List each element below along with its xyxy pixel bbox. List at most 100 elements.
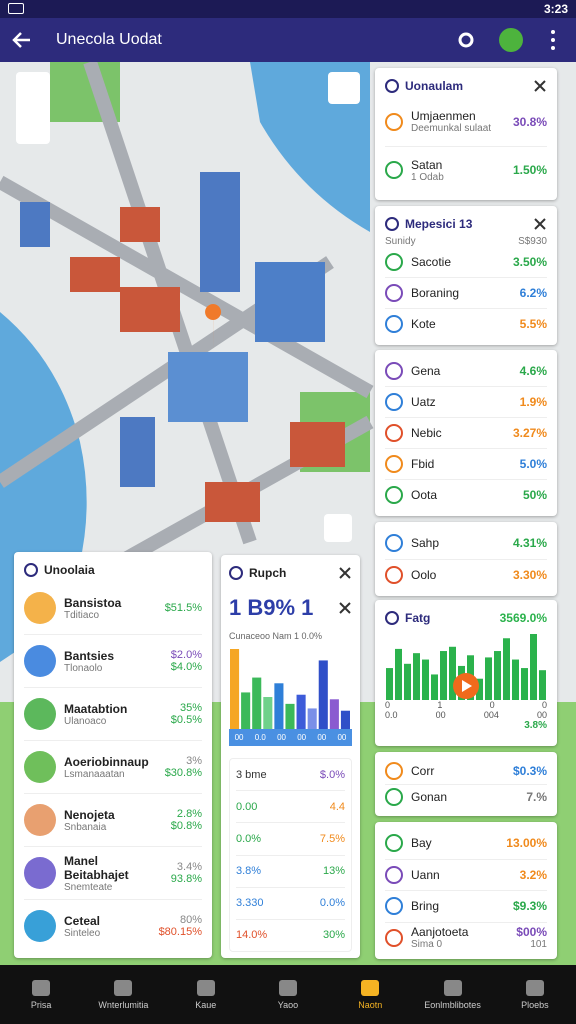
person-sub: Tditiaco [64, 609, 100, 621]
row-value: 6.2% [519, 286, 547, 300]
list-row[interactable]: Sacotie 3.50% [385, 247, 547, 277]
bar [386, 668, 393, 700]
row-text: Oota [411, 488, 515, 502]
person-row[interactable]: Bantsies Tlonaolo $2.0% $4.0% [24, 634, 202, 687]
row-value: 1.50% [512, 163, 547, 178]
bar [494, 651, 501, 700]
axis-label: 0 [489, 700, 495, 710]
axis-label: 00 [317, 733, 327, 742]
settings-button[interactable] [454, 28, 478, 52]
list-row[interactable]: Kote 5.5% [385, 308, 547, 339]
row-icon [385, 315, 403, 333]
person-text: Aoeriobinnaup Lsmanaaatan [64, 755, 157, 780]
list-row[interactable]: Boraning 6.2% [385, 277, 547, 308]
row-label: Umjaenmen [411, 109, 476, 124]
nav-item[interactable]: Yaoo [247, 965, 329, 1024]
list-row[interactable]: Fbid 5.0% [385, 448, 547, 479]
list-row[interactable]: Uatz 1.9% [385, 386, 547, 417]
nav-label: Naotn [358, 999, 383, 1010]
row-label: Fbid [411, 457, 435, 471]
person-row[interactable]: Bansistoa Tditiaco $51.5% [24, 582, 202, 634]
card-note: Sunidy S$930 [385, 236, 547, 247]
row-text: Umjaenmen Deemunkal sulaat [411, 109, 505, 134]
list-row[interactable]: Nebic 3.27% [385, 417, 547, 448]
nav-icon [114, 979, 133, 996]
close-icon [534, 80, 546, 92]
person-value: 2.8% [176, 808, 202, 820]
person-value: $0.8% [170, 820, 202, 832]
play-icon [462, 680, 472, 692]
close-button[interactable] [338, 601, 352, 615]
card-title: Uonaulam [405, 79, 464, 93]
row-value: 30.8% [512, 114, 547, 129]
avatar [24, 698, 56, 730]
list-row[interactable]: Uann 3.2% [385, 858, 547, 891]
person-row[interactable]: Nenojeta Snbanaia 2.8% $0.8% [24, 793, 202, 846]
nav-item[interactable]: Ploebs [494, 965, 576, 1024]
list-row[interactable]: Oota 50% [385, 479, 547, 510]
row-value: 4.31% [512, 536, 547, 551]
nav-item[interactable]: Kaue [165, 965, 247, 1024]
list-row[interactable]: Gonan 7.% [385, 783, 547, 811]
back-button[interactable] [10, 28, 34, 52]
list-row[interactable]: Sahp 4.31% [385, 528, 547, 559]
side-card: Mepesici 13 Sunidy S$930 Sacotie 3.50% Borani… [375, 206, 557, 345]
close-button[interactable] [338, 566, 352, 580]
nav-icon [32, 979, 51, 996]
person-row[interactable]: Aoeriobinnaup Lsmanaaatan 3% $30.8% [24, 740, 202, 793]
table-cell: 0.00 [236, 800, 258, 813]
nav-item[interactable]: Prisa [0, 965, 82, 1024]
nav-icon [196, 979, 215, 996]
person-row[interactable]: Maatabtion Ulanoaco 35% $0.5% [24, 687, 202, 740]
list-row[interactable]: Umjaenmen Deemunkal sulaat 30.8% [385, 98, 547, 146]
row-icon [385, 362, 403, 380]
person-values: 3.4% 93.8% [171, 861, 202, 885]
avatar [24, 857, 56, 889]
row-icon [385, 865, 403, 884]
list-row[interactable]: Corr $0.3% [385, 758, 547, 784]
row-value: 5.0% [519, 457, 547, 471]
rows: Gena 4.6% Uatz 1.9% Nebic 3.27% Fbid 5.0% Oota 50… [385, 356, 547, 510]
row-value: 5.5% [519, 317, 547, 331]
list-row[interactable]: Satan 1 Odab 1.50% [385, 145, 547, 195]
person-value: $51.5% [164, 602, 202, 614]
note-value: S$930 [518, 236, 547, 247]
nav-item[interactable]: Naotn [329, 965, 411, 1024]
person-value: $30.8% [164, 767, 202, 779]
nav-item[interactable]: Wnterlumitia [82, 965, 164, 1024]
person-sub: Snemteate [64, 881, 113, 893]
close-button[interactable] [533, 217, 547, 231]
list-row[interactable]: Bring $9.3% [385, 890, 547, 922]
list-row[interactable]: Gena 4.6% [385, 356, 547, 386]
person-text: Maatabtion Ulanoaco [64, 702, 163, 727]
axis-label: 00 [234, 733, 244, 742]
person-value: $80.15% [158, 926, 202, 938]
row-values: 4.31% [513, 536, 547, 550]
menu-button[interactable] [548, 28, 558, 52]
person-name: Ceteal [64, 913, 101, 928]
row-text: Gonan [411, 790, 518, 804]
person-values: 2.8% $0.8% [171, 808, 202, 832]
person-text: Bansistoa Tditiaco [64, 596, 157, 621]
row-values: 3.50% [513, 255, 547, 269]
list-row[interactable]: Aanjotoeta Sima 0 $00% 101 [385, 921, 547, 954]
person-name: Aoeriobinnaup [64, 754, 149, 769]
bar [318, 660, 328, 729]
row-values: $9.3% [513, 899, 547, 913]
person-name: Nenojeta [64, 807, 115, 822]
row-values: 5.5% [520, 317, 547, 331]
list-row[interactable]: Bay 13.00% [385, 828, 547, 859]
person-sub: Snbanaia [64, 821, 107, 833]
list-row[interactable]: Oolo 3.30% [385, 558, 547, 591]
axis-label: 00 [277, 733, 286, 742]
row-value: $0.3% [512, 763, 547, 778]
header-icon [385, 611, 399, 625]
close-button[interactable] [533, 79, 547, 93]
nav-item[interactable]: Eonlmblibotes [411, 965, 493, 1024]
profile-button[interactable] [498, 27, 524, 53]
person-row[interactable]: Ceteal Sinteleo 80% $80.15% [24, 899, 202, 952]
row-icon [385, 761, 403, 780]
person-row[interactable]: Manel Beitabhajet Snemteate 3.4% 93.8% [24, 846, 202, 899]
row-label: Satan [411, 157, 443, 172]
row-label: Aanjotoeta [411, 925, 469, 940]
